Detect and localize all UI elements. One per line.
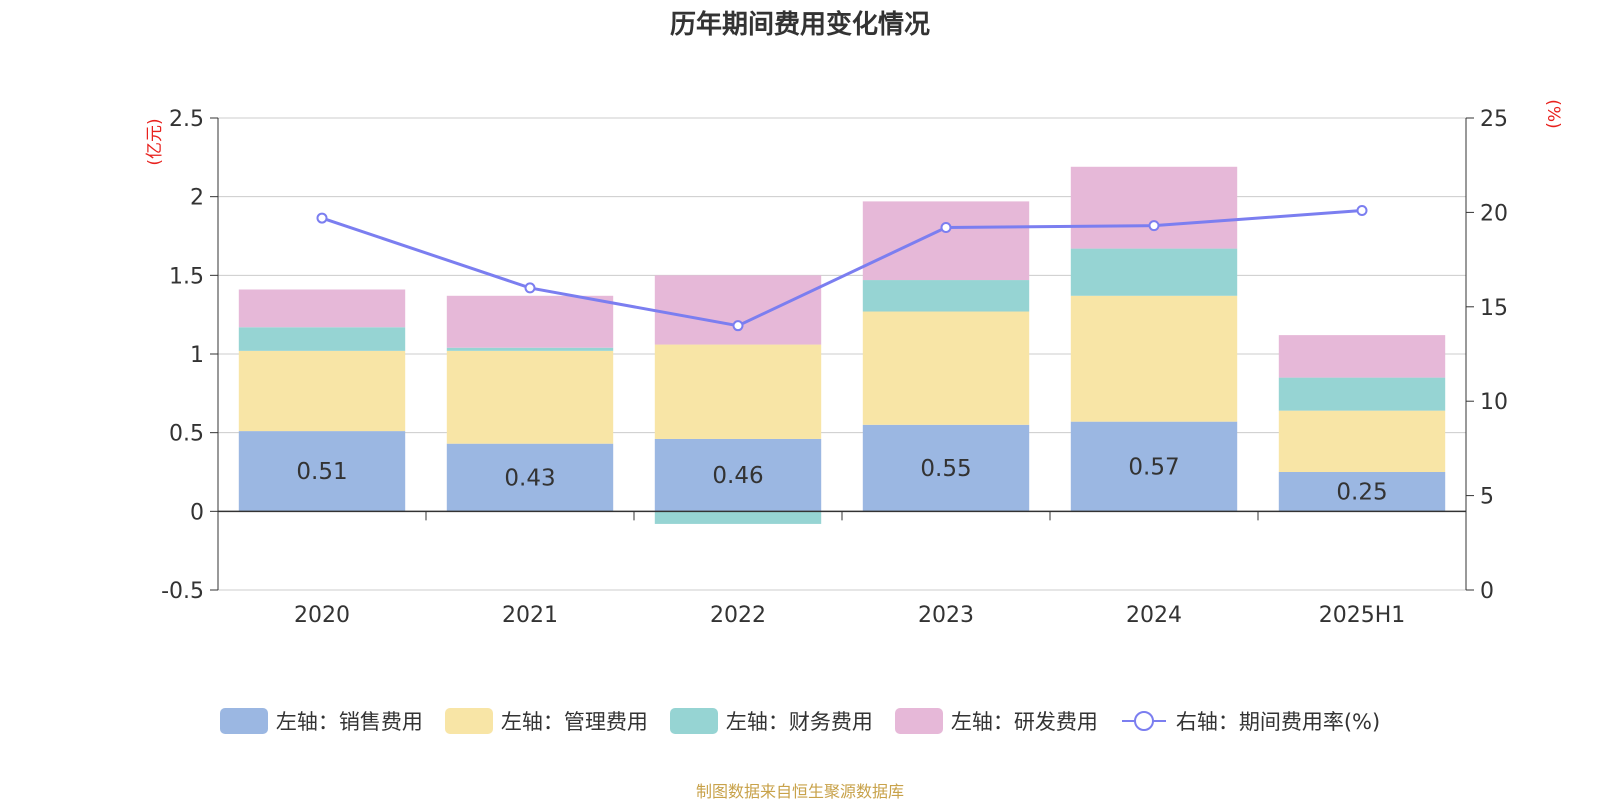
bar-finance [1070,248,1238,296]
legend-swatch-sales [219,708,268,734]
legend-label-sales: 左轴：销售费用 [275,710,423,734]
left-axis-unit-label: (亿元) [145,118,165,165]
left-axis-tick-label: 2 [190,186,204,211]
rate-point [524,282,536,294]
right-axis-tick-label: 20 [1480,201,1508,226]
left-axis-tick-label: 0 [190,500,204,525]
rate-point [1356,205,1368,217]
rate-point [316,212,328,224]
bar-finance [446,347,614,351]
x-axis-tick-label: 2023 [918,603,974,628]
bar-rnd [654,275,822,345]
legend-item-admin[interactable]: 左轴：管理费用 [444,706,648,736]
legend-item-rate[interactable]: 右轴：期间费用率(%) [1120,706,1380,736]
right-axis-tick-label: 10 [1480,390,1508,415]
chart-title: 历年期间费用变化情况 [669,10,930,40]
legend-label-admin: 左轴：管理费用 [500,710,648,734]
legend-swatch-admin [444,708,493,734]
legend-label-finance: 左轴：财务费用 [725,710,873,734]
left-axis-tick-label: -0.5 [161,579,204,604]
left-axis-tick-label: 1 [190,343,204,368]
legend-item-sales[interactable]: 左轴：销售费用 [219,706,423,736]
legend: 左轴：销售费用 左轴：管理费用 左轴：财务费用 左轴：研发费用 右轴：期间费用率… [0,706,1600,736]
bar-data-label: 0.25 [1336,480,1387,506]
bar-admin [1278,410,1446,472]
legend-item-rnd[interactable]: 左轴：研发费用 [894,706,1098,736]
right-axis-unit-label: (%) [1543,99,1563,128]
legend-swatch-finance [669,708,718,734]
bar-rnd [1070,166,1238,249]
right-axis-tick-label: 15 [1480,296,1508,321]
rate-point [940,222,952,234]
bar-admin [1070,295,1238,422]
x-axis-tick-label: 2021 [502,603,558,628]
bar-admin [862,311,1030,425]
rate-point [1148,220,1160,232]
bar-sales [862,424,1030,512]
bar-rnd [238,289,406,328]
legend-line-marker-icon [1121,711,1166,731]
bar-data-label: 0.43 [504,466,555,492]
bar-sales [654,438,822,512]
legend-label-rate: 右轴：期间费用率(%) [1175,710,1381,734]
right-axis-tick-label: 5 [1480,485,1494,510]
bar-admin [238,350,406,432]
bar-rnd [862,201,1030,281]
legend-label-rnd: 左轴：研发费用 [950,710,1098,734]
x-axis-tick-label: 2022 [710,603,766,628]
source-note: 制图数据来自恒生聚源数据库 [695,782,904,801]
bar-data-label: 0.57 [1128,454,1179,480]
bar-sales [238,431,406,512]
rate-line [321,209,1363,328]
bar-sales [1070,421,1238,512]
bar-finance [862,280,1030,312]
right-axis-tick-label: 0 [1480,579,1494,604]
left-axis-tick-label: 1.5 [169,264,204,289]
bar-finance [238,327,406,351]
bar-data-label: 0.55 [920,456,971,482]
bar-finance [654,511,822,524]
bar-sales [446,443,614,512]
bar-rnd [446,295,614,348]
bar-sales [1278,472,1446,512]
left-axis-tick-label: 2.5 [169,107,204,132]
bar-data-label: 0.46 [712,463,763,489]
x-axis-tick-label: 2025H1 [1319,603,1406,628]
bar-finance [1278,377,1446,411]
x-axis-tick-label: 2020 [294,603,350,628]
right-axis-tick-label: 25 [1480,107,1508,132]
legend-swatch-rnd [894,708,943,734]
bar-data-label: 0.51 [296,459,347,485]
bar-admin [446,350,614,444]
x-axis-tick-label: 2024 [1126,603,1182,628]
rate-point [732,320,744,332]
bar-admin [654,344,822,439]
left-axis-tick-label: 0.5 [169,422,204,447]
bar-rnd [1278,335,1446,378]
legend-item-finance[interactable]: 左轴：财务费用 [669,706,873,736]
